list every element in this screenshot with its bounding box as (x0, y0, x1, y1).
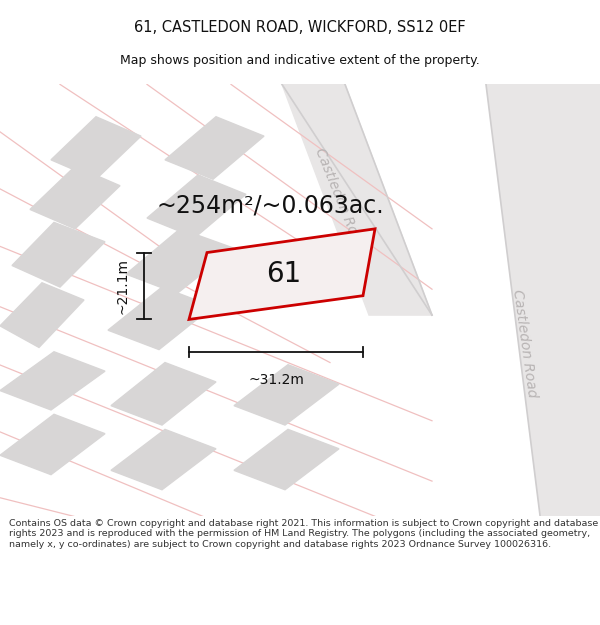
Text: Contains OS data © Crown copyright and database right 2021. This information is : Contains OS data © Crown copyright and d… (9, 519, 598, 549)
Text: Castledon Road: Castledon Road (312, 146, 366, 252)
Polygon shape (189, 229, 375, 319)
Polygon shape (234, 364, 339, 425)
Text: Map shows position and indicative extent of the property.: Map shows position and indicative extent… (120, 54, 480, 68)
Polygon shape (165, 117, 264, 179)
Text: Castledon Road: Castledon Road (511, 288, 539, 398)
Text: ~21.1m: ~21.1m (116, 258, 130, 314)
Polygon shape (282, 84, 432, 315)
Text: ~31.2m: ~31.2m (248, 372, 304, 387)
Polygon shape (12, 222, 105, 287)
Text: 61: 61 (266, 260, 301, 288)
Polygon shape (108, 287, 213, 349)
Polygon shape (30, 166, 120, 229)
Polygon shape (111, 429, 216, 490)
Polygon shape (0, 414, 105, 474)
Text: 61, CASTLEDON ROAD, WICKFORD, SS12 0EF: 61, CASTLEDON ROAD, WICKFORD, SS12 0EF (134, 19, 466, 34)
Polygon shape (486, 84, 600, 539)
Polygon shape (51, 117, 141, 179)
Polygon shape (0, 352, 105, 410)
Polygon shape (126, 229, 234, 294)
Polygon shape (111, 362, 216, 425)
Text: ~254m²/~0.063ac.: ~254m²/~0.063ac. (156, 193, 384, 217)
Polygon shape (234, 429, 339, 490)
Polygon shape (0, 282, 84, 348)
Polygon shape (147, 175, 246, 238)
